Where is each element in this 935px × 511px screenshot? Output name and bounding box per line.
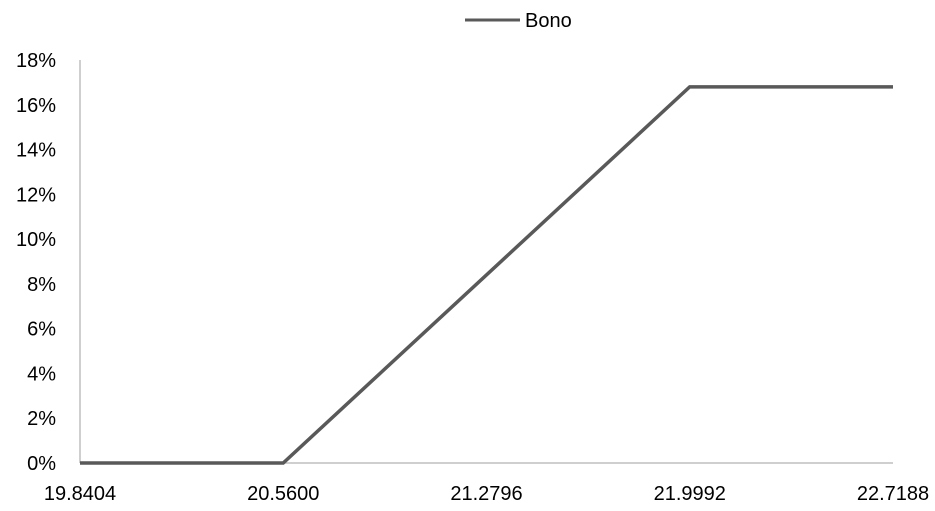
legend: Bono bbox=[465, 10, 572, 32]
y-tick-label: 18% bbox=[16, 50, 56, 72]
y-tick-label: 14% bbox=[16, 140, 56, 162]
y-tick-label: 12% bbox=[16, 184, 56, 206]
y-tick-label: 2% bbox=[27, 408, 56, 430]
axes bbox=[79, 60, 893, 464]
series-line-bono bbox=[80, 85, 893, 465]
y-tick-label: 4% bbox=[27, 363, 56, 385]
x-tick-label: 20.5600 bbox=[247, 483, 319, 505]
x-axis-tick-labels: 19.8404 20.5600 21.2796 21.9992 22.7188 bbox=[44, 483, 929, 505]
y-tick-label: 16% bbox=[16, 95, 56, 117]
x-tick-label: 21.9992 bbox=[654, 483, 726, 505]
y-tick-label: 0% bbox=[27, 453, 56, 475]
y-tick-label: 8% bbox=[27, 274, 56, 296]
legend-label-bono: Bono bbox=[525, 10, 572, 32]
series-layer bbox=[80, 85, 893, 465]
y-axis-tick-labels: 0% 2% 4% 6% 8% 10% 12% 14% 16% 18% bbox=[16, 50, 56, 475]
x-tick-label: 21.2796 bbox=[450, 483, 522, 505]
y-tick-label: 10% bbox=[16, 229, 56, 251]
x-tick-label: 19.8404 bbox=[44, 483, 116, 505]
x-tick-label: 22.7188 bbox=[857, 483, 929, 505]
y-tick-label: 6% bbox=[27, 319, 56, 341]
